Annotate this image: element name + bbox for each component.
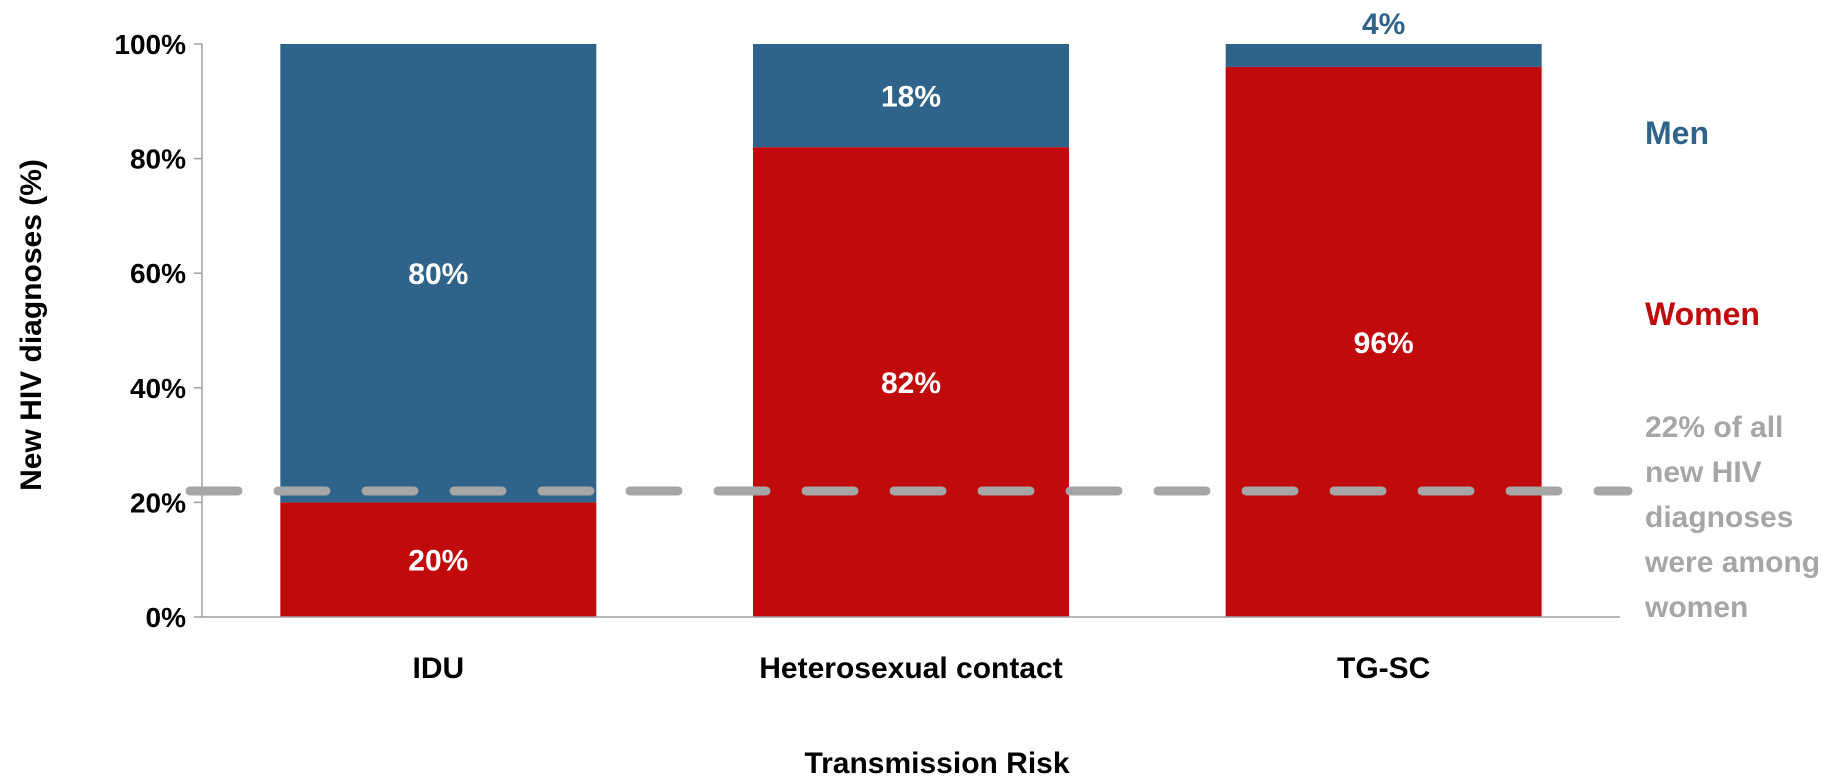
y-tick-label: 0% xyxy=(146,602,187,633)
reference-line-note: 22% of all new HIV diagnoses were among wome… xyxy=(1644,411,1820,624)
reference-note-line: 22% of all xyxy=(1645,411,1783,444)
data-label-men-2: 18% xyxy=(881,81,941,114)
legend-men: Men xyxy=(1645,115,1709,151)
x-tick-label: Heterosexual contact xyxy=(759,652,1062,685)
data-label-women-1: 20% xyxy=(408,545,468,578)
y-tick-label: 40% xyxy=(130,373,186,404)
bar-segment-men-2 xyxy=(753,44,1069,148)
reference-note-line: were among xyxy=(1644,546,1820,579)
bar-segment-men-3 xyxy=(1225,44,1542,67)
data-label-women-3: 96% xyxy=(1354,327,1414,360)
y-axis-title: New HIV diagnoses (%) xyxy=(15,159,48,491)
bar-segment-women-3 xyxy=(1225,66,1542,618)
reference-note-line: diagnoses xyxy=(1645,501,1793,534)
x-tick-label: IDU xyxy=(412,652,464,685)
x-tick-label: TG-SC xyxy=(1337,652,1430,685)
y-tick-label: 20% xyxy=(130,487,186,518)
legend: Men Women 22% of all new HIV diagnoses were a… xyxy=(1644,115,1820,624)
legend-women: Women xyxy=(1645,296,1760,332)
bar-segment-women-2 xyxy=(753,147,1069,617)
bars: 20% 80% 82% 18% 96% 4% xyxy=(280,8,1542,618)
data-label-men-3: 4% xyxy=(1362,8,1405,41)
reference-note-line: new HIV xyxy=(1645,456,1762,489)
y-axis: 0% 20% 40% 60% 80% 100% xyxy=(114,29,203,633)
x-axis-title: Transmission Risk xyxy=(804,747,1069,778)
y-tick-label: 60% xyxy=(130,258,186,289)
data-label-women-2: 82% xyxy=(881,367,941,400)
bar-segment-men-1 xyxy=(280,44,597,503)
x-axis: IDU Heterosexual contact TG-SC xyxy=(202,616,1620,685)
reference-note-line: women xyxy=(1644,591,1748,624)
bar-segment-women-1 xyxy=(280,502,597,617)
y-tick-label: 100% xyxy=(114,29,186,60)
data-label-men-1: 80% xyxy=(408,258,468,291)
y-tick-label: 80% xyxy=(130,144,186,175)
